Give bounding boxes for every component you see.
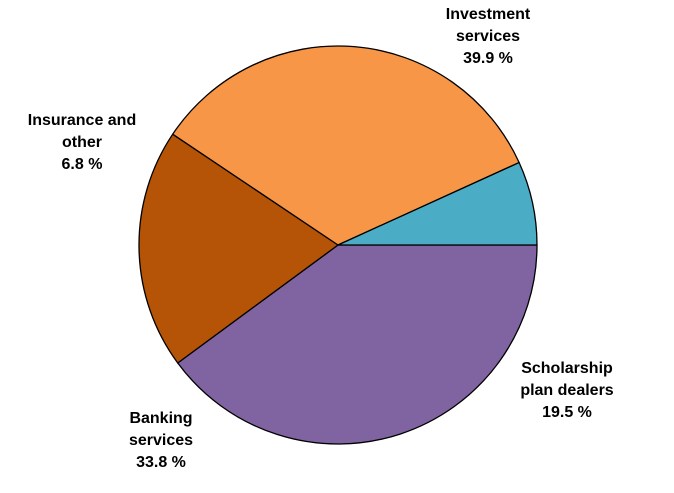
label-insurance-and-other: Insurance and other 6.8 % [27, 112, 137, 173]
pie-slice-scholarship-plan-dealers [138, 133, 339, 364]
pie-slice-investment-services [177, 244, 538, 445]
label-banking-services: Banking services 33.8 % [128, 410, 194, 471]
label-scholarship-plan-dealers: Scholarship plan dealers 19.5 % [520, 360, 614, 421]
pie-slice-banking-services [172, 45, 520, 246]
pie-slice-insurance-and-other [337, 161, 538, 246]
pie-slices [138, 45, 538, 445]
label-investment-services: Investment services 39.9 % [445, 6, 531, 67]
